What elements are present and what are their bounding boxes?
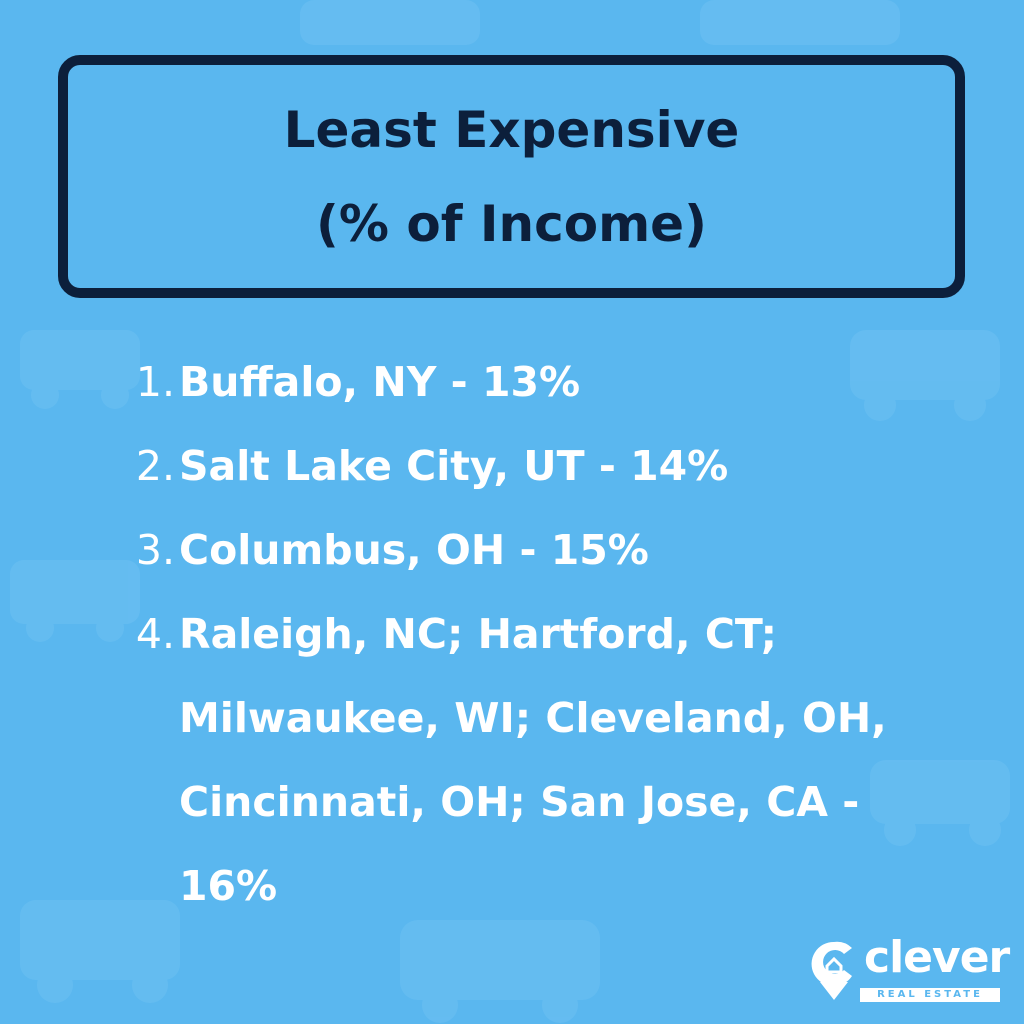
- logo: clever REAL ESTATE: [806, 932, 1010, 1004]
- logo-icon: [811, 941, 852, 1000]
- item-number: 1.: [135, 358, 175, 406]
- item-text: Buffalo, NY - 13%: [179, 358, 581, 406]
- item-number: 4.: [135, 610, 175, 658]
- item-number: 2.: [135, 442, 175, 490]
- list-item: 4. Raleigh, NC; Hartford, CT; Milwaukee, …: [100, 592, 980, 928]
- title-line: (% of Income): [316, 194, 707, 253]
- list-item: 3. Columbus, OH - 15%: [100, 508, 980, 592]
- item-number: 3.: [135, 526, 175, 574]
- title-line: Least Expensive: [283, 100, 740, 159]
- list-item: 2. Salt Lake City, UT - 14%: [100, 424, 980, 508]
- item-text: Salt Lake City, UT - 14%: [179, 442, 729, 490]
- title-box: Least Expensive (% of Income): [58, 55, 965, 298]
- logo-tagline: REAL ESTATE: [860, 988, 1000, 1002]
- item-text: Columbus, OH - 15%: [179, 526, 649, 574]
- logo-name: clever: [864, 932, 1010, 983]
- item-text: Raleigh, NC; Hartford, CT; Milwaukee, WI…: [179, 610, 887, 910]
- ranked-list: 1. Buffalo, NY - 13% 2. Salt Lake City, UT …: [100, 340, 980, 928]
- list-item: 1. Buffalo, NY - 13%: [100, 340, 980, 424]
